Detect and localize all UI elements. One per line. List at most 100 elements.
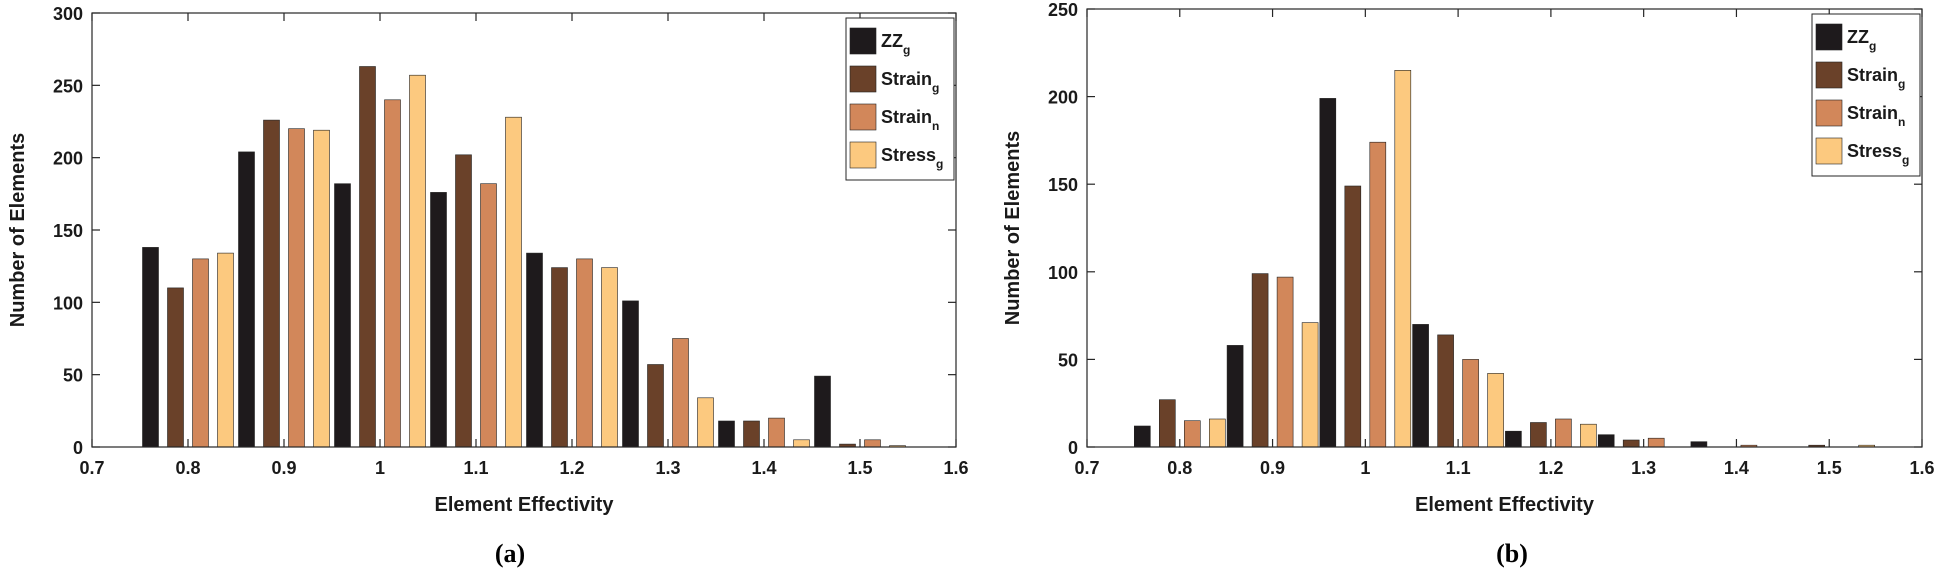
x-tick-label: 1.1 bbox=[1446, 458, 1471, 478]
bar-zz-g-1.5 bbox=[814, 375, 831, 448]
bar-strain-n-0.9 bbox=[288, 128, 305, 448]
bar-zz-g-1.3 bbox=[1597, 434, 1615, 448]
bar-stress-g-1.1 bbox=[505, 116, 522, 448]
panel-label: (a) bbox=[495, 539, 525, 568]
y-tick-label: 200 bbox=[53, 149, 83, 169]
y-tick-label: 150 bbox=[1048, 175, 1078, 195]
y-tick-label: 200 bbox=[1048, 88, 1078, 108]
y-axis-label: Number of Elements bbox=[1002, 131, 1024, 325]
legend-swatch bbox=[1815, 23, 1843, 51]
chart-panel-a: 0.7 0.8 0.9 1 1.1 1.2 1.3 1.4 1.5 1.6 0 50 100 150 200… bbox=[7, 4, 969, 568]
plot-frame bbox=[1086, 8, 1923, 448]
bar-strain-n-0.8 bbox=[192, 258, 209, 448]
x-tick-label: 1.6 bbox=[1909, 458, 1934, 478]
bar-strain-g-1.2 bbox=[1530, 422, 1547, 448]
bar-zz-g-1.4 bbox=[1690, 441, 1708, 448]
y-tick-label: 0 bbox=[73, 438, 83, 458]
bar-stress-g-1.1 bbox=[1487, 373, 1504, 448]
x-tick-label: 1.2 bbox=[1538, 458, 1563, 478]
bar-strain-n-1.2 bbox=[576, 258, 593, 448]
bar-strain-g-1.1 bbox=[455, 154, 472, 448]
y-tick-label: 0 bbox=[1068, 438, 1078, 458]
x-axis-label: Element Effectivity bbox=[1415, 494, 1595, 516]
bar-strain-g-0.9 bbox=[263, 119, 280, 448]
y-tick-label: 300 bbox=[53, 4, 83, 24]
y-axis-label: Number of Elements bbox=[7, 133, 29, 327]
legend-entry-label: Straing bbox=[881, 69, 939, 95]
bar-stress-g-1.4 bbox=[793, 439, 810, 448]
legend-swatch bbox=[1815, 137, 1843, 165]
legend-swatch bbox=[1815, 61, 1843, 89]
legend-entry-label: Stressg bbox=[881, 145, 943, 171]
bar-stress-g-0.9 bbox=[1301, 322, 1319, 448]
y-tick-label: 250 bbox=[53, 76, 83, 96]
bar-strain-g-1 bbox=[1344, 185, 1362, 448]
legend-swatch bbox=[849, 27, 877, 55]
bar-strain-g-1.1 bbox=[1437, 334, 1454, 448]
bar-zz-g-1.2 bbox=[526, 252, 543, 448]
x-tick-label: 0.7 bbox=[1074, 458, 1099, 478]
bar-zz-g-1 bbox=[334, 183, 351, 448]
legend: ZZg Straing Strainn Stressg bbox=[1811, 13, 1921, 177]
legend-entry-label: ZZg bbox=[881, 31, 910, 57]
bar-zz-g-1 bbox=[1319, 98, 1337, 448]
bar-stress-g-1 bbox=[409, 74, 426, 448]
x-tick-label: 1.6 bbox=[943, 458, 968, 478]
x-tick-label: 1.5 bbox=[1817, 458, 1842, 478]
bar-stress-g-1 bbox=[1394, 70, 1412, 448]
bar-strain-n-1 bbox=[384, 99, 401, 448]
bar-stress-g-1.3 bbox=[697, 397, 714, 448]
bar-zz-g-0.9 bbox=[1226, 345, 1244, 448]
bar-strain-n-1.1 bbox=[480, 183, 497, 448]
bar-stress-g-0.8 bbox=[1209, 418, 1226, 448]
x-tick-label: 0.8 bbox=[175, 458, 200, 478]
x-tick-label: 1.1 bbox=[463, 458, 488, 478]
legend-entry-label: Strainn bbox=[1847, 103, 1905, 129]
bar-strain-g-1.3 bbox=[1622, 439, 1640, 448]
bar-zz-g-1.1 bbox=[430, 192, 447, 448]
bar-strain-n-1.5 bbox=[864, 439, 881, 448]
legend-swatch bbox=[1815, 99, 1843, 127]
bar-zz-g-1.4 bbox=[718, 420, 735, 448]
bar-stress-g-1.2 bbox=[601, 267, 618, 448]
x-tick-label: 0.9 bbox=[271, 458, 296, 478]
x-tick-label: 1.5 bbox=[847, 458, 872, 478]
x-axis-label: Element Effectivity bbox=[435, 494, 615, 516]
bar-zz-g-0.8 bbox=[1134, 425, 1151, 448]
bar-strain-g-1.2 bbox=[551, 267, 568, 448]
x-tick-label: 1.3 bbox=[1631, 458, 1656, 478]
bar-zz-g-1.3 bbox=[622, 300, 639, 448]
bar-strain-n-0.8 bbox=[1184, 420, 1201, 448]
x-tick-label: 1 bbox=[375, 458, 385, 478]
x-tick-label: 1.3 bbox=[655, 458, 680, 478]
y-tick-label: 250 bbox=[1048, 0, 1078, 20]
legend-entry-label: Straing bbox=[1847, 65, 1905, 91]
bar-zz-g-0.9 bbox=[238, 151, 255, 448]
bar-strain-n-1.3 bbox=[1647, 437, 1665, 448]
bar-strain-g-0.8 bbox=[167, 287, 184, 448]
x-tick-label: 0.7 bbox=[79, 458, 104, 478]
bar-strain-n-1.4 bbox=[768, 417, 785, 448]
x-tick-label: 1.4 bbox=[1724, 458, 1749, 478]
bar-strain-g-0.8 bbox=[1159, 399, 1176, 448]
bar-strain-g-0.9 bbox=[1251, 273, 1269, 448]
legend-swatch bbox=[849, 65, 877, 93]
bar-zz-g-0.8 bbox=[142, 247, 159, 448]
y-tick-label: 50 bbox=[1058, 350, 1078, 370]
y-tick-label: 150 bbox=[53, 221, 83, 241]
x-tick-label: 0.9 bbox=[1260, 458, 1285, 478]
x-tick-label: 1.4 bbox=[751, 458, 776, 478]
bar-strain-g-1 bbox=[359, 66, 376, 448]
x-tick-label: 1 bbox=[1360, 458, 1370, 478]
legend-entry-label: Strainn bbox=[881, 107, 939, 133]
bar-strain-n-1 bbox=[1369, 141, 1387, 448]
x-tick-label: 1.2 bbox=[559, 458, 584, 478]
legend-entry-label: Stressg bbox=[1847, 141, 1909, 167]
bar-strain-n-1.2 bbox=[1555, 418, 1572, 448]
bar-strain-g-1.3 bbox=[647, 364, 664, 448]
panel-label: (b) bbox=[1496, 539, 1528, 568]
bar-zz-g-1.1 bbox=[1412, 324, 1429, 448]
bar-stress-g-0.9 bbox=[313, 129, 330, 448]
bar-zz-g-1.2 bbox=[1505, 430, 1522, 448]
